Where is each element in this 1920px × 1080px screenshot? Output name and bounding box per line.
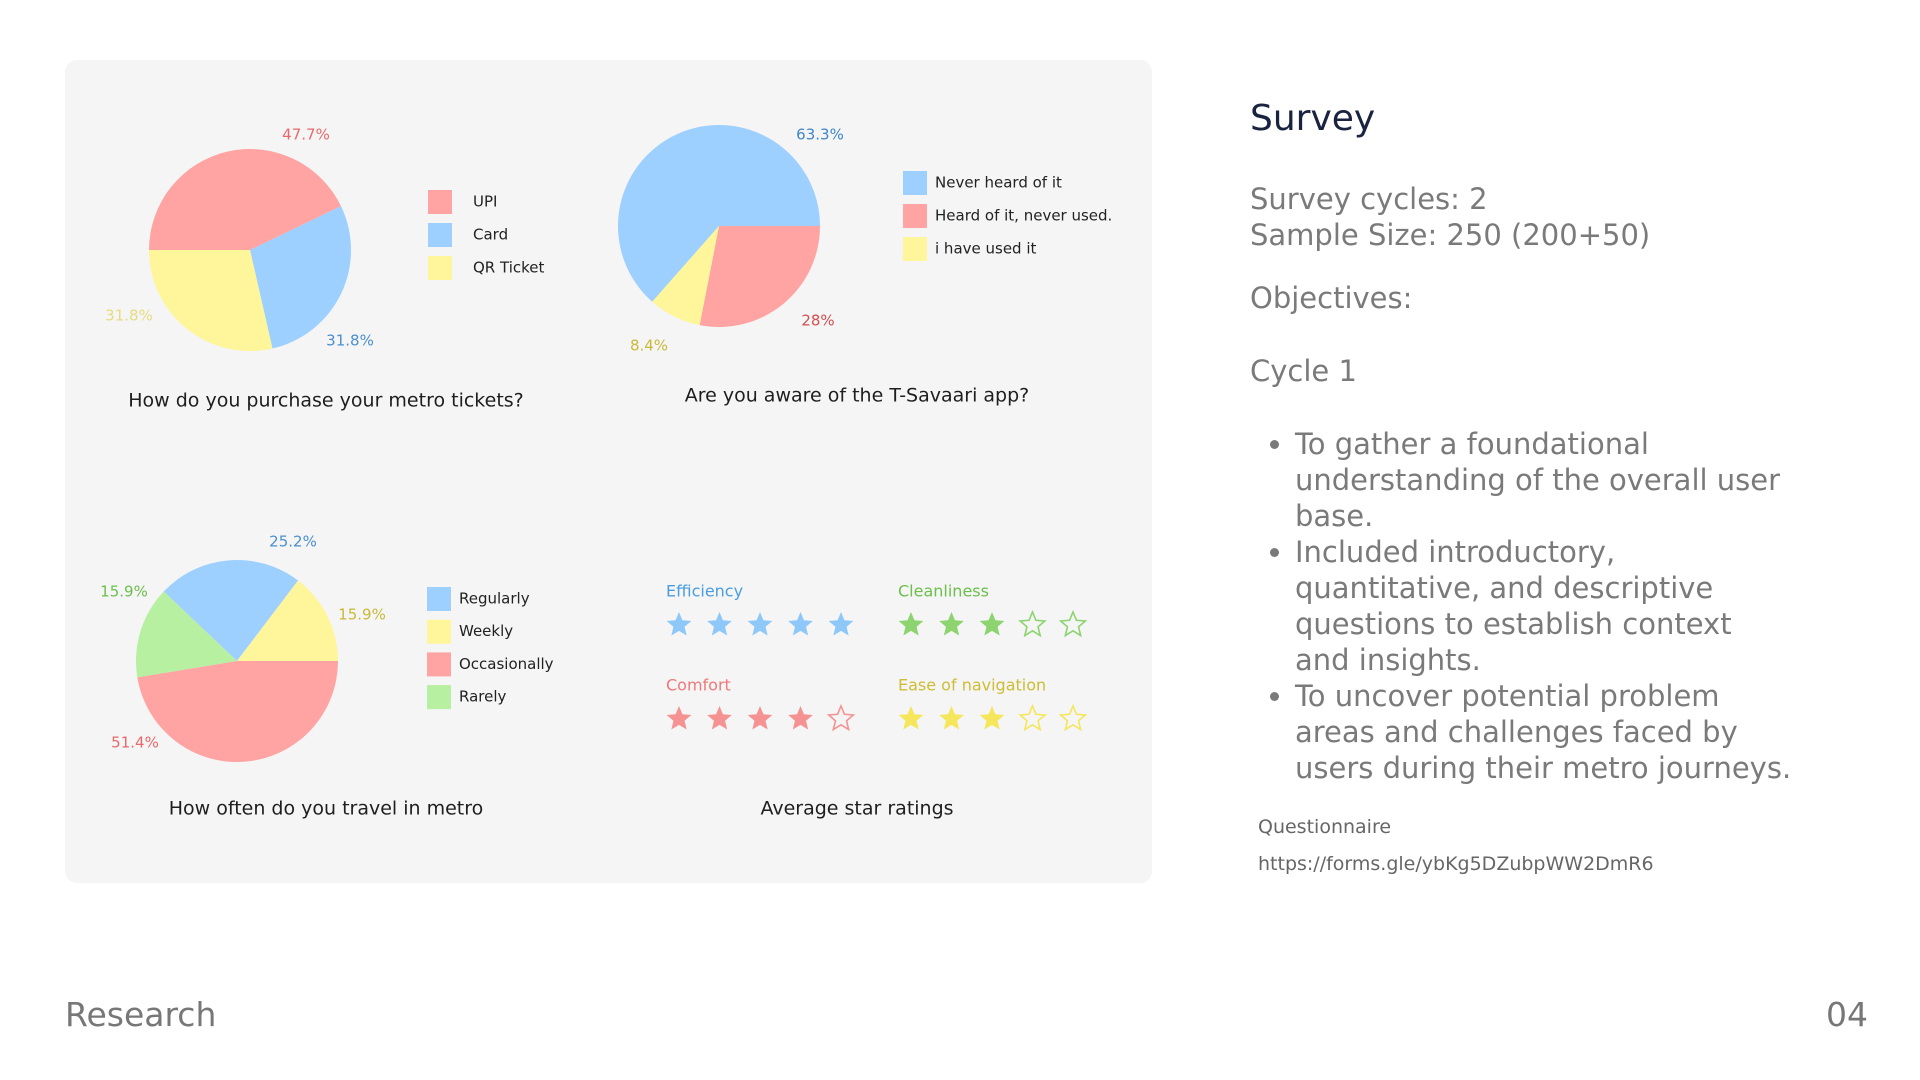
rating-label: Ease of navigation [898, 676, 1046, 695]
legend-swatch [903, 237, 927, 261]
legend-label: Weekly [459, 622, 513, 640]
star [939, 706, 964, 730]
star [939, 612, 964, 636]
value-label: 31.8% [326, 332, 374, 350]
footer-section: Research [65, 995, 217, 1034]
star [747, 612, 773, 636]
legend-swatch [427, 619, 451, 644]
pie-slice [250, 206, 352, 349]
legend-label: Card [473, 226, 508, 244]
value-label: 51.4% [111, 734, 159, 752]
pie-slice [163, 559, 299, 661]
legend-swatch [428, 190, 452, 214]
legend-label: Never heard of it [935, 174, 1062, 192]
value-label: 63.3% [796, 126, 844, 144]
star [747, 706, 773, 730]
star [707, 706, 732, 730]
bullet: To uncover potential problem areas and c… [1295, 678, 1795, 786]
star [826, 703, 856, 732]
star [788, 612, 813, 636]
star [979, 706, 1005, 730]
objectives: Objectives: [1250, 281, 1413, 315]
star [898, 706, 924, 730]
star [666, 706, 692, 730]
info-line: Sample Size: 250 (200+50) [1250, 218, 1651, 252]
pie-slice [149, 250, 273, 351]
rating-label: Cleanliness [898, 582, 989, 601]
pie-slice [618, 125, 820, 302]
legend-label: Regularly [459, 590, 530, 608]
pie-slice [652, 226, 719, 326]
chart-title: How often do you travel in metro [169, 798, 484, 820]
value-label: 47.7% [282, 126, 330, 144]
pie-slice [237, 580, 338, 661]
legend-swatch [903, 171, 927, 195]
value-label: 15.9% [338, 606, 386, 624]
legend-label: Heard of it, never used. [935, 207, 1112, 225]
legend-label: i have used it [935, 240, 1037, 258]
star [1058, 703, 1088, 732]
star [1058, 609, 1088, 638]
legend-label: QR Ticket [473, 259, 544, 277]
legend-swatch [427, 652, 451, 677]
legend-label: Rarely [459, 688, 507, 706]
pie-slice [699, 225, 820, 327]
star [666, 612, 692, 636]
value-label: 28% [801, 312, 834, 330]
legend-swatch [427, 587, 451, 611]
legend-swatch [427, 685, 451, 710]
rating-label: Efficiency [666, 582, 743, 601]
questionnaire-link[interactable]: https://forms.gle/ybKg5DZubpWW2DmR6 [1258, 853, 1654, 875]
legend-label: UPI [473, 193, 497, 211]
chart-title: Average star ratings [760, 798, 953, 820]
bullet: Included introductory, quantitative, and… [1295, 534, 1795, 678]
chart-title: Are you aware of the T-Savaari app? [685, 385, 1030, 407]
value-label: 25.2% [269, 533, 317, 551]
cycle: Cycle 1 [1250, 354, 1357, 388]
questionnaire-label: Questionnaire [1258, 816, 1392, 838]
rating-label: Comfort [666, 676, 731, 695]
pie-slice [135, 591, 237, 678]
bullet-list: To gather a foundational understanding o… [1250, 426, 1795, 786]
star [1018, 703, 1047, 732]
star [898, 612, 924, 636]
panel-title: Survey [1250, 98, 1376, 139]
pie-slice [137, 660, 338, 762]
star [828, 612, 854, 636]
legend-swatch [428, 256, 452, 280]
page-number: 04 [1826, 995, 1868, 1034]
legend-swatch [428, 223, 452, 247]
value-label: 31.8% [105, 307, 153, 325]
pie-slice [149, 148, 341, 250]
value-label: 15.9% [100, 583, 148, 601]
info-line: Survey cycles: 2 [1250, 182, 1488, 216]
legend-label: Occasionally [459, 655, 554, 673]
star [788, 706, 813, 730]
star [707, 612, 732, 636]
value-label: 8.4% [630, 337, 668, 355]
bullet: To gather a foundational understanding o… [1295, 426, 1795, 534]
chart-title: How do you purchase your metro tickets? [128, 390, 524, 412]
star [979, 612, 1005, 636]
star [1018, 609, 1047, 638]
legend-swatch [903, 204, 927, 228]
